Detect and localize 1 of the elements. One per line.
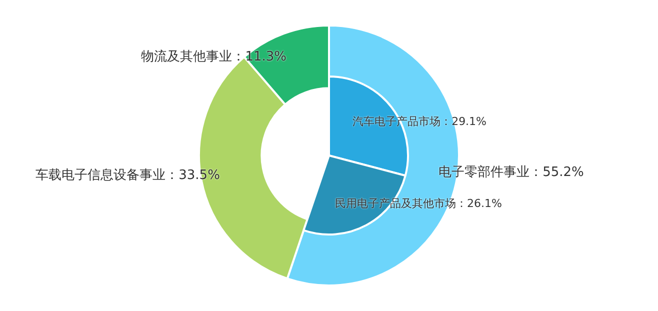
slice-label: 物流及其他事业：11.3% [141,48,287,64]
